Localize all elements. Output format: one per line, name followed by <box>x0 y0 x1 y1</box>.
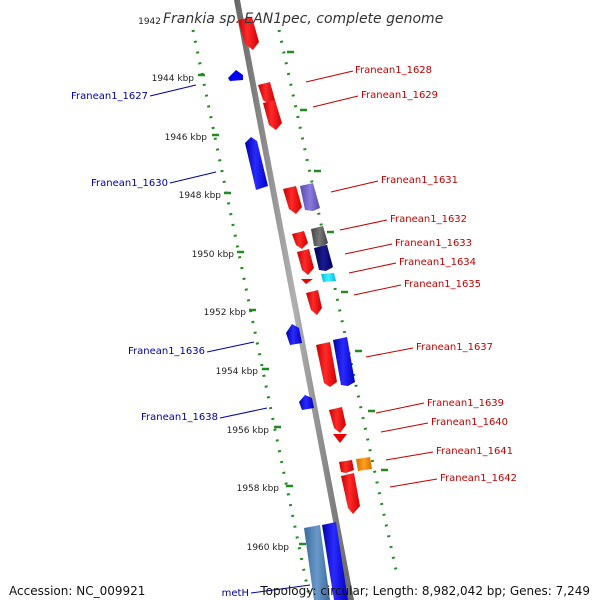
gc-track-left <box>191 29 312 600</box>
gc-track-right <box>277 29 398 571</box>
gene-arrow-reverse <box>286 324 302 345</box>
reverse-gene-arrows <box>228 70 314 410</box>
gene-arrow-forward <box>301 279 313 284</box>
gene-label[interactable]: Franean1_1630 <box>91 178 168 189</box>
gene-label[interactable]: Franean1_1638 <box>141 412 218 423</box>
gene-arrow-forward <box>292 231 308 249</box>
gene-arrow-forward <box>304 525 330 600</box>
tick-marks <box>198 50 388 546</box>
map-title: Frankia sp. EAN1pec, complete genome <box>163 11 443 27</box>
gene-label[interactable]: Franean1_1632 <box>390 214 467 225</box>
tick-label: 1942 <box>138 17 161 27</box>
gene-arrow-forward <box>322 522 348 600</box>
gene-label[interactable]: Franean1_1637 <box>416 342 493 353</box>
gene-arrow-forward <box>329 407 346 433</box>
gene-arrow-forward <box>356 457 372 471</box>
forward-gene-labels: Franean1_1628 Franean1_1629 Franean1_163… <box>355 65 517 484</box>
gene-label[interactable]: Franean1_1642 <box>440 473 517 484</box>
gene-label[interactable]: Franean1_1635 <box>404 279 481 290</box>
gene-arrow-forward <box>238 17 259 50</box>
gene-arrow-forward <box>297 249 314 275</box>
gene-label[interactable]: Franean1_1640 <box>431 417 508 428</box>
gene-arrow-forward <box>316 342 337 387</box>
gene-arrow-forward <box>339 460 354 473</box>
gene-arrow-forward <box>314 245 333 271</box>
gene-arrow-reverse <box>245 137 268 190</box>
tick-labels: 1942 1944 kbp 1946 kbp 1948 kbp 1950 kbp… <box>138 17 289 553</box>
gene-label[interactable]: Franean1_1639 <box>427 398 504 409</box>
gene-arrow-forward <box>306 290 322 315</box>
accession-text: Accession: NC_009921 <box>9 584 146 598</box>
tick-label: 1954 kbp <box>216 367 259 377</box>
gene-arrow-forward <box>333 337 355 386</box>
gene-label[interactable]: Franean1_1631 <box>381 175 458 186</box>
genome-backbone <box>234 0 354 600</box>
reverse-gene-labels: Franean1_1627 Franean1_1630 Franean1_163… <box>71 91 249 599</box>
gene-arrow-forward <box>311 226 328 247</box>
gene-label[interactable]: Franean1_1628 <box>355 65 432 76</box>
tick-label: 1946 kbp <box>165 133 208 143</box>
gene-label[interactable]: Franean1_1636 <box>128 346 205 357</box>
tick-label: 1948 kbp <box>179 191 222 201</box>
gene-arrow-forward <box>321 273 336 282</box>
tick-label: 1950 kbp <box>192 250 235 260</box>
gene-label[interactable]: Franean1_1633 <box>395 238 472 249</box>
gene-arrow-forward <box>333 434 347 443</box>
tick-label: 1944 kbp <box>152 74 195 84</box>
gene-label[interactable]: Franean1_1634 <box>399 257 476 268</box>
label-leader-lines <box>149 70 438 594</box>
tick-label: 1958 kbp <box>237 484 280 494</box>
gene-arrow-forward <box>341 473 360 514</box>
gene-arrow-forward <box>300 183 320 211</box>
gene-label[interactable]: Franean1_1629 <box>361 90 438 101</box>
gene-arrow-reverse <box>228 70 243 81</box>
tick-label: 1952 kbp <box>204 308 247 318</box>
gene-arrow-forward <box>283 186 302 214</box>
gene-label[interactable]: Franean1_1641 <box>436 446 513 457</box>
tick-label: 1960 kbp <box>247 543 290 553</box>
tick-label: 1956 kbp <box>227 426 270 436</box>
gene-arrow-forward <box>258 82 275 105</box>
gene-label[interactable]: Franean1_1627 <box>71 91 148 102</box>
gene-arrow-reverse <box>299 395 314 410</box>
gene-label[interactable]: metH <box>222 588 249 599</box>
gene-arrow-forward <box>263 100 282 130</box>
topology-text: Topology: circular; Length: 8,982,042 bp… <box>260 584 590 598</box>
forward-gene-arrows <box>238 17 372 600</box>
